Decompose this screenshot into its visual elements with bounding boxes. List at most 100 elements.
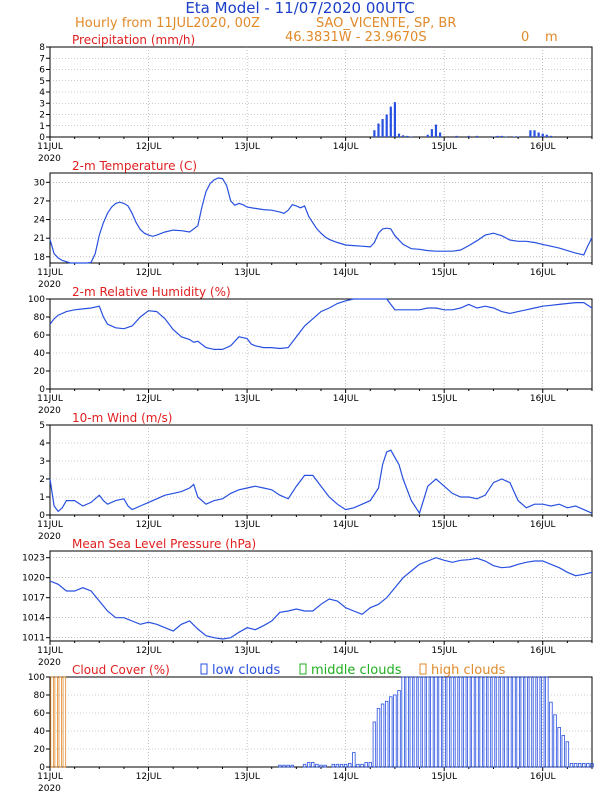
low-cloud-bar (311, 762, 315, 768)
precip-bar (545, 134, 548, 137)
low-cloud-bar (401, 676, 405, 768)
wind-marks: 0 1 2 3 4 5 11JUL 12JUL 13JUL 14JUL 15JUL 16JUL 2020 (37, 421, 593, 542)
precip-bar (402, 135, 405, 137)
pres-xtick-label: 15JUL (431, 646, 457, 656)
precip-ytick-label: 2 (39, 111, 45, 121)
low-cloud-bar (356, 763, 360, 768)
wind-ytick-label: 1 (39, 493, 45, 503)
precip-bar (373, 130, 376, 137)
low-cloud-bar (282, 764, 286, 768)
legend-middle-swatch (299, 663, 307, 675)
temp-ytick-label: 27 (34, 197, 45, 207)
precip-bar (533, 130, 536, 137)
low-cloud-bar (549, 701, 553, 768)
temp-ytick-label: 18 (34, 253, 46, 263)
precipitation-panel: Precipitation (mm/h) (49, 33, 593, 138)
cloud-ytick-label: 100 (28, 673, 45, 683)
legend-low-swatch (200, 663, 208, 675)
low-cloud-bar (565, 741, 570, 768)
low-cloud-bar (409, 676, 414, 768)
low-cloud-bar (323, 764, 327, 768)
precip-bar (410, 136, 413, 137)
temp-marks: 18 21 24 27 30 11JUL 12JUL 13JUL 14JUL 15JUL 16JUL… (34, 173, 593, 290)
low-cloud-bar (586, 763, 590, 768)
low-cloud-bar (352, 752, 356, 768)
precip-bar (385, 114, 388, 137)
low-cloud-bar (450, 676, 455, 768)
low-cloud-bar (553, 714, 557, 768)
low-cloud-bar (438, 676, 442, 768)
precip-ytick-label: 1 (39, 122, 45, 132)
location-label: SAO_VICENTE, SP, BR (316, 16, 456, 31)
wind-xtick-label: 12JUL (136, 520, 162, 530)
precip-bar (504, 136, 507, 137)
wind-title: 10-m Wind (m/s) (72, 411, 172, 425)
pressure-panel: Mean Sea Level Pressure (hPa) (49, 537, 593, 642)
pres-marks: 1011 1014 1017 1020 1023 11JUL 12JUL 13JUL 14JUL… (22, 551, 593, 668)
low-cloud-bar (483, 676, 487, 768)
temp-xtick-label: 12JUL (136, 268, 162, 278)
precip-bar (529, 130, 532, 137)
low-cloud-bar (487, 676, 492, 768)
low-cloud-bar (557, 727, 561, 768)
low-cloud-bar (471, 676, 475, 768)
low-cloud-bar (331, 763, 336, 768)
low-cloud-bar (561, 735, 565, 768)
wind-series-line (49, 449, 593, 515)
low-cloud-bar (417, 676, 422, 768)
temp-xtick-label: 13JUL (234, 268, 260, 278)
low-cloud-bar (524, 676, 529, 768)
wind-xtick-label: 16JUL (530, 520, 556, 530)
low-cloud-bar (479, 676, 483, 768)
low-cloud-bar (426, 676, 430, 768)
pres-ytick-label: 1023 (22, 554, 45, 564)
precip-bar (492, 136, 495, 137)
low-cloud-bar (520, 676, 524, 768)
low-cloud-bar (532, 676, 537, 768)
temp-series-line (49, 177, 593, 264)
precip-ytick-label: 6 (39, 66, 45, 76)
precip-bar (377, 123, 380, 137)
precip-bar (541, 133, 544, 137)
temp-xtick-label: 15JUL (431, 268, 457, 278)
rh-xtick-label: 13JUL (234, 394, 260, 404)
elevation-unit: m (545, 30, 558, 45)
precip-bar (393, 102, 397, 137)
coordinates-label: 46.3831W - 23.9670S (285, 30, 427, 45)
pres-year-label: 2020 (38, 658, 61, 668)
pressure-title: Mean Sea Level Pressure (hPa) (72, 537, 256, 551)
precip-year-label: 2020 (38, 154, 61, 164)
low-cloud-bar (389, 696, 393, 768)
rh-xtick-label: 16JUL (530, 394, 556, 404)
precip-bar (434, 124, 438, 137)
temp-year-label: 2020 (38, 280, 61, 290)
low-cloud-bar (434, 676, 438, 768)
cloud-xtick-label: 11JUL (37, 772, 63, 782)
low-cloud-bar (475, 676, 479, 768)
precip-bar (496, 135, 499, 137)
low-cloud-bar (319, 764, 323, 768)
cloud-ytick-label: 0 (39, 763, 45, 773)
low-cloud-bar (491, 676, 496, 768)
temp-xtick-label: 14JUL (333, 268, 359, 278)
temperature-title: 2-m Temperature (C) (72, 159, 197, 173)
precip-xtick-label: 11JUL (37, 142, 63, 152)
temp-ytick-label: 21 (34, 234, 45, 244)
precip-bar (455, 135, 458, 137)
low-cloud-bar (569, 763, 574, 768)
precip-bar (549, 135, 553, 137)
low-cloud-bar (442, 676, 446, 768)
precip-xtick-label: 14JUL (333, 142, 359, 152)
low-cloud-bar (499, 676, 504, 768)
cloud-marks: 0 20 40 60 80 100 11JUL 12JUL 13JUL 14JUL 15JUL 16J… (28, 673, 594, 792)
low-cloud-bar (590, 763, 594, 768)
low-cloud-bar (454, 676, 459, 768)
wind-xtick-label: 13JUL (234, 520, 260, 530)
precip-xtick-label: 13JUL (234, 142, 260, 152)
precip-ytick-label: 5 (39, 77, 45, 87)
rh-xtick-label: 11JUL (37, 394, 63, 404)
low-cloud-bar (360, 763, 364, 768)
humidity-panel: 2-m Relative Humidity (%) (49, 285, 593, 390)
pres-xtick-label: 16JUL (530, 646, 556, 656)
